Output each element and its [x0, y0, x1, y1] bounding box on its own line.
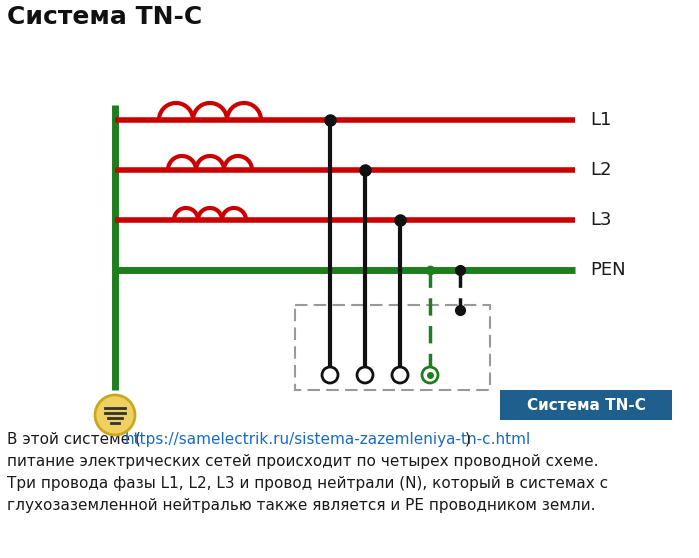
Text: Система TN-C: Система TN-C — [7, 5, 202, 29]
FancyBboxPatch shape — [500, 390, 672, 420]
Text: L1: L1 — [590, 111, 612, 129]
Text: глухозаземленной нейтралью также является и PE проводником земли.: глухозаземленной нейтралью также являетс… — [7, 498, 596, 513]
Bar — [295, 305, 490, 390]
Circle shape — [357, 367, 373, 383]
Circle shape — [95, 395, 135, 435]
Text: Система TN-C: Система TN-C — [526, 397, 645, 412]
Text: PEN: PEN — [590, 261, 626, 279]
Circle shape — [422, 367, 438, 383]
Text: В этой системе (: В этой системе ( — [7, 432, 146, 447]
Text: L3: L3 — [590, 211, 612, 229]
Text: питание электрических сетей происходит по четырех проводной схеме.: питание электрических сетей происходит п… — [7, 454, 598, 469]
Text: L2: L2 — [590, 161, 612, 179]
Circle shape — [322, 367, 338, 383]
Text: Три провода фазы L1, L2, L3 и провод нейтрали (N), который в системах с: Три провода фазы L1, L2, L3 и провод ней… — [7, 476, 608, 491]
Text: https://samelectrik.ru/sistema-zazemleniya-tn-c.html: https://samelectrik.ru/sistema-zazemleni… — [125, 432, 531, 447]
Circle shape — [392, 367, 408, 383]
Text: ): ) — [465, 432, 471, 447]
